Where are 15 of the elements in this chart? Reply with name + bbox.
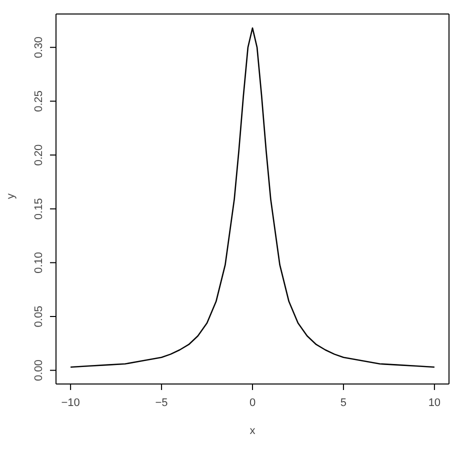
x-axis-title: x	[250, 425, 256, 437]
y-axis-title: y	[4, 193, 17, 199]
y-tick-label: 0.25	[33, 90, 45, 112]
x-tick-label: 0	[249, 397, 256, 409]
y-tick-label: 0.10	[33, 252, 45, 274]
y-tick-label: 0.30	[33, 36, 45, 58]
x-tick-label: 10	[428, 397, 441, 409]
line-series	[70, 27, 436, 368]
y-tick-label: 0.00	[33, 360, 45, 382]
x-tick-label: −5	[155, 397, 168, 409]
x-tick-label: −10	[61, 397, 80, 409]
x-tick-label: 5	[340, 397, 347, 409]
y-tick-label: 0.05	[33, 306, 45, 328]
y-tick-label: 0.15	[33, 198, 45, 220]
y-tick-label: 0.20	[33, 144, 45, 166]
